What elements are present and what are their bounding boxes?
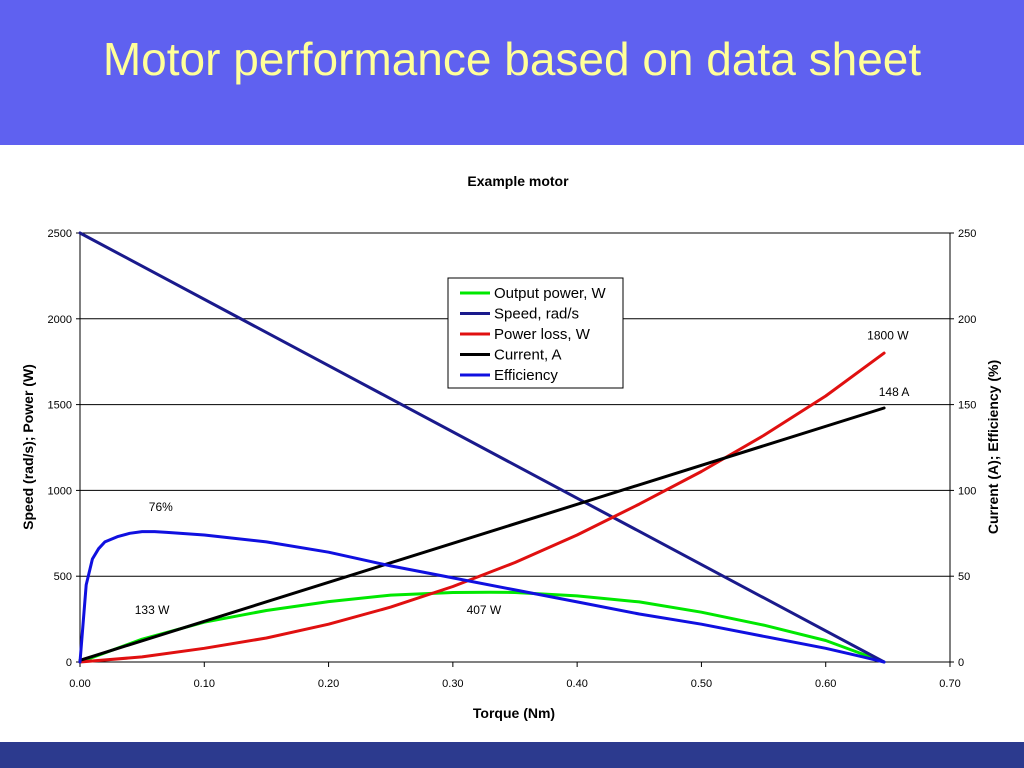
annotation-label: 76%	[149, 500, 173, 514]
chart-legend: Output power, W Speed, rad/s Power loss, W…	[447, 277, 624, 389]
x-tick-label: 0.20	[318, 678, 339, 690]
annotation-label: 1800 W	[867, 328, 909, 342]
x-tick-label: 0.30	[442, 678, 463, 690]
axes: 0 500 1000 1500 2000 2500 0 50 100 150 200 250 0.00 0…	[48, 228, 977, 690]
legend-label-speed-rad-s: Speed, rad/s	[494, 306, 579, 323]
y-left-tick-label: 2500	[48, 228, 72, 240]
y-right-tick-label: 50	[958, 571, 970, 583]
annotation-label: 407 W	[467, 603, 502, 617]
annotations: 1800 W 148 A 76% 133 W 407 W	[135, 328, 910, 617]
y-right-tick-label: 250	[958, 228, 976, 240]
legend-label-current-a: Current, A	[494, 347, 562, 364]
y-left-tick-label: 1500	[48, 400, 72, 412]
x-tick-label: 0.00	[69, 678, 90, 690]
y-right-tick-label: 200	[958, 314, 976, 326]
gridlines	[80, 232, 950, 577]
x-tick-label: 0.10	[194, 678, 215, 690]
x-tick-label: 0.40	[566, 678, 587, 690]
legend-label-output-power-w: Output power, W	[494, 285, 607, 302]
footer-bar	[0, 742, 1024, 768]
legend-label-efficiency: Efficiency	[494, 367, 558, 384]
x-tick-label: 0.50	[691, 678, 712, 690]
series-line-current-a	[78, 406, 886, 662]
series-line-power-loss-w	[78, 351, 886, 664]
y-left-tick-label: 500	[54, 571, 72, 583]
y-right-tick-label: 150	[958, 400, 976, 412]
slide-header: Motor performance based on data sheet	[0, 0, 1024, 145]
annotation-label: 148 A	[879, 385, 910, 399]
annotation-label: 133 W	[135, 603, 170, 617]
legend-label-power-loss-w: Power loss, W	[494, 326, 591, 343]
x-axis-label: Torque (Nm)	[473, 705, 555, 721]
y-left-tick-label: 1000	[48, 485, 72, 497]
series-line-efficiency	[78, 530, 886, 664]
series-line-speed-rad-s	[78, 231, 886, 664]
x-tick-label: 0.70	[939, 678, 960, 690]
y-left-tick-label: 0	[66, 657, 72, 669]
y-right-tick-label: 0	[958, 657, 964, 669]
y-axis-right-label: Current (A); Efficiency (%)	[985, 360, 1001, 534]
series-lines	[78, 231, 886, 664]
y-right-tick-label: 100	[958, 485, 976, 497]
motor-performance-chart: Example motor 0 500 1000 1500 2000 2500 0 50 100…	[20, 173, 1001, 721]
series-line-output-power-w	[78, 590, 886, 664]
y-axis-left-label: Speed (rad/s); Power (W)	[20, 364, 36, 530]
slide-title: Motor performance based on data sheet	[102, 33, 922, 85]
x-tick-label: 0.60	[815, 678, 836, 690]
y-left-tick-label: 2000	[48, 314, 72, 326]
chart-title: Example motor	[467, 173, 569, 189]
